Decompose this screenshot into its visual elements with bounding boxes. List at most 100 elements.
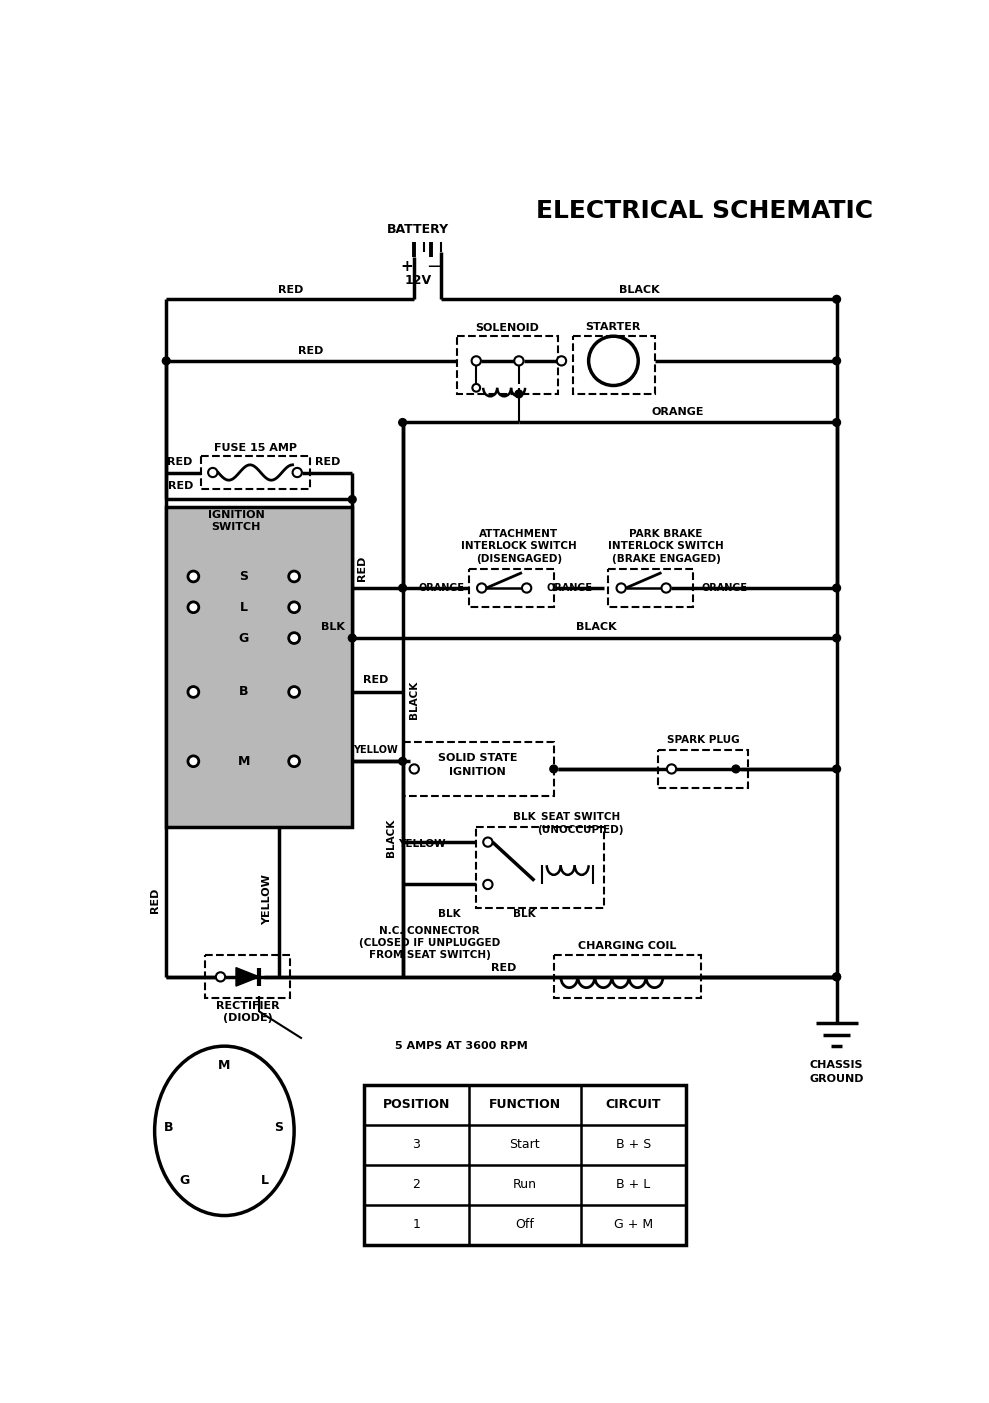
Circle shape bbox=[399, 418, 406, 427]
Text: YELLOW: YELLOW bbox=[262, 874, 272, 926]
Text: 2: 2 bbox=[412, 1179, 420, 1191]
Circle shape bbox=[616, 584, 626, 592]
Text: B + L: B + L bbox=[616, 1179, 651, 1191]
Circle shape bbox=[833, 296, 841, 303]
Text: BLACK: BLACK bbox=[576, 623, 617, 633]
Circle shape bbox=[188, 756, 199, 766]
Text: RED: RED bbox=[278, 285, 303, 295]
Bar bbox=[201, 456, 310, 490]
Circle shape bbox=[188, 602, 199, 613]
Circle shape bbox=[833, 634, 841, 643]
Circle shape bbox=[216, 972, 225, 982]
Text: FUNCTION: FUNCTION bbox=[489, 1099, 561, 1111]
Circle shape bbox=[289, 756, 300, 766]
Circle shape bbox=[662, 584, 671, 592]
Text: (DIODE): (DIODE) bbox=[223, 1013, 273, 1023]
Text: RED: RED bbox=[167, 481, 193, 491]
Text: YELLOW: YELLOW bbox=[353, 745, 398, 755]
Text: ELECTRICAL SCHEMATIC: ELECTRICAL SCHEMATIC bbox=[536, 199, 873, 223]
Text: S: S bbox=[606, 351, 620, 370]
Text: CIRCUIT: CIRCUIT bbox=[605, 1099, 661, 1111]
Text: Start: Start bbox=[509, 1138, 540, 1152]
Text: BLK: BLK bbox=[513, 909, 536, 919]
Circle shape bbox=[399, 584, 406, 592]
Text: BLK: BLK bbox=[513, 812, 536, 822]
Text: SPARK PLUG: SPARK PLUG bbox=[667, 735, 740, 745]
Text: RED: RED bbox=[167, 457, 192, 467]
Circle shape bbox=[472, 356, 481, 365]
Circle shape bbox=[833, 356, 841, 365]
Text: RED: RED bbox=[149, 887, 159, 912]
Circle shape bbox=[557, 356, 566, 365]
Bar bbox=[477, 826, 604, 908]
Text: IGNITION: IGNITION bbox=[449, 767, 506, 777]
Text: FROM SEAT SWITCH): FROM SEAT SWITCH) bbox=[369, 950, 491, 960]
Text: Off: Off bbox=[515, 1218, 534, 1232]
Text: CHASSIS: CHASSIS bbox=[810, 1061, 863, 1070]
Text: STARTER: STARTER bbox=[585, 321, 641, 333]
Circle shape bbox=[833, 974, 841, 981]
Circle shape bbox=[515, 390, 523, 398]
Circle shape bbox=[208, 467, 218, 477]
Circle shape bbox=[188, 571, 199, 582]
Text: N.C. CONNECTOR: N.C. CONNECTOR bbox=[380, 926, 480, 936]
Text: (CLOSED IF UNPLUGGED: (CLOSED IF UNPLUGGED bbox=[359, 939, 500, 948]
Circle shape bbox=[514, 356, 523, 365]
Circle shape bbox=[667, 765, 676, 773]
Text: G: G bbox=[238, 631, 249, 644]
Text: BATTERY: BATTERY bbox=[387, 223, 449, 237]
Ellipse shape bbox=[154, 1047, 294, 1215]
Text: (BRAKE ENGAGED): (BRAKE ENGAGED) bbox=[611, 554, 721, 564]
Text: RED: RED bbox=[357, 556, 367, 581]
Bar bbox=[469, 568, 554, 607]
Circle shape bbox=[484, 838, 493, 847]
Circle shape bbox=[522, 584, 531, 592]
Circle shape bbox=[484, 880, 493, 890]
Text: SWITCH: SWITCH bbox=[212, 522, 261, 532]
Circle shape bbox=[473, 384, 480, 391]
Bar bbox=[608, 568, 693, 607]
Circle shape bbox=[289, 686, 300, 697]
Circle shape bbox=[188, 686, 199, 697]
Text: −: − bbox=[426, 258, 441, 276]
Bar bbox=[403, 742, 554, 796]
Bar bbox=[457, 337, 558, 394]
Text: RED: RED bbox=[299, 347, 323, 356]
Text: ORANGE: ORANGE bbox=[701, 584, 748, 593]
Circle shape bbox=[162, 356, 170, 365]
Text: FUSE 15 AMP: FUSE 15 AMP bbox=[214, 443, 297, 453]
Circle shape bbox=[289, 602, 300, 613]
Text: M: M bbox=[237, 755, 250, 767]
Text: 5 AMPS AT 3600 RPM: 5 AMPS AT 3600 RPM bbox=[395, 1041, 527, 1051]
Text: +: + bbox=[401, 260, 412, 275]
Text: G: G bbox=[179, 1174, 189, 1187]
Text: ORANGE: ORANGE bbox=[652, 407, 704, 417]
Circle shape bbox=[477, 584, 487, 592]
Bar bbox=[166, 506, 352, 826]
Text: INTERLOCK SWITCH: INTERLOCK SWITCH bbox=[461, 542, 577, 551]
Text: BLACK: BLACK bbox=[409, 680, 419, 718]
Circle shape bbox=[833, 765, 841, 773]
Bar bbox=[364, 1085, 685, 1244]
Bar bbox=[554, 955, 701, 998]
Text: RED: RED bbox=[491, 962, 516, 972]
Text: RECTIFIER: RECTIFIER bbox=[216, 1002, 280, 1012]
Text: L: L bbox=[239, 600, 248, 613]
Circle shape bbox=[550, 765, 558, 773]
Text: SOLENOID: SOLENOID bbox=[476, 323, 539, 333]
Circle shape bbox=[289, 571, 300, 582]
Text: ORANGE: ORANGE bbox=[418, 584, 465, 593]
Text: L: L bbox=[261, 1174, 269, 1187]
Text: BLK: BLK bbox=[321, 623, 345, 633]
Text: G + M: G + M bbox=[613, 1218, 653, 1232]
Text: 12V: 12V bbox=[405, 274, 431, 286]
Polygon shape bbox=[236, 968, 259, 986]
Bar bbox=[573, 337, 655, 394]
Text: M: M bbox=[219, 1059, 230, 1072]
Text: IGNITION: IGNITION bbox=[208, 509, 264, 521]
Circle shape bbox=[732, 765, 740, 773]
Circle shape bbox=[348, 495, 356, 504]
Circle shape bbox=[293, 467, 302, 477]
Circle shape bbox=[833, 418, 841, 427]
Circle shape bbox=[399, 758, 406, 765]
